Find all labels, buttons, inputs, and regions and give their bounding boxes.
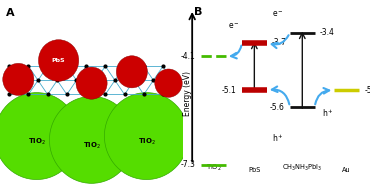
Text: h$^+$: h$^+$	[322, 107, 334, 119]
Text: Au: Au	[342, 167, 351, 173]
Text: -4.1: -4.1	[181, 52, 196, 61]
Text: PbS: PbS	[52, 58, 65, 63]
Text: e$^-$: e$^-$	[228, 21, 240, 31]
Text: PbS: PbS	[248, 167, 260, 173]
Text: -7.3: -7.3	[181, 160, 196, 169]
Text: TiO$_2$: TiO$_2$	[206, 163, 221, 173]
Circle shape	[3, 63, 34, 95]
Text: TiO$_2$: TiO$_2$	[83, 140, 101, 151]
Circle shape	[76, 67, 107, 99]
Circle shape	[38, 40, 79, 81]
Text: -5.6: -5.6	[270, 103, 285, 112]
Text: B: B	[194, 7, 202, 17]
Text: h$^+$: h$^+$	[272, 132, 284, 144]
Text: A: A	[6, 8, 14, 18]
Circle shape	[104, 93, 189, 180]
Text: e$^-$: e$^-$	[272, 10, 284, 19]
Text: TiO$_2$: TiO$_2$	[28, 137, 46, 147]
Text: -3.7: -3.7	[272, 38, 287, 47]
Text: -5.1: -5.1	[364, 86, 370, 95]
Text: CH$_3$NH$_3$PbI$_3$: CH$_3$NH$_3$PbI$_3$	[282, 163, 323, 173]
Text: TiO$_2$: TiO$_2$	[138, 137, 155, 147]
Text: -5.1: -5.1	[222, 86, 236, 95]
Text: -3.4: -3.4	[320, 28, 335, 37]
Circle shape	[50, 96, 134, 183]
Circle shape	[155, 69, 182, 97]
Circle shape	[116, 56, 147, 88]
Text: Energy (eV): Energy (eV)	[183, 71, 192, 116]
Circle shape	[0, 93, 79, 180]
